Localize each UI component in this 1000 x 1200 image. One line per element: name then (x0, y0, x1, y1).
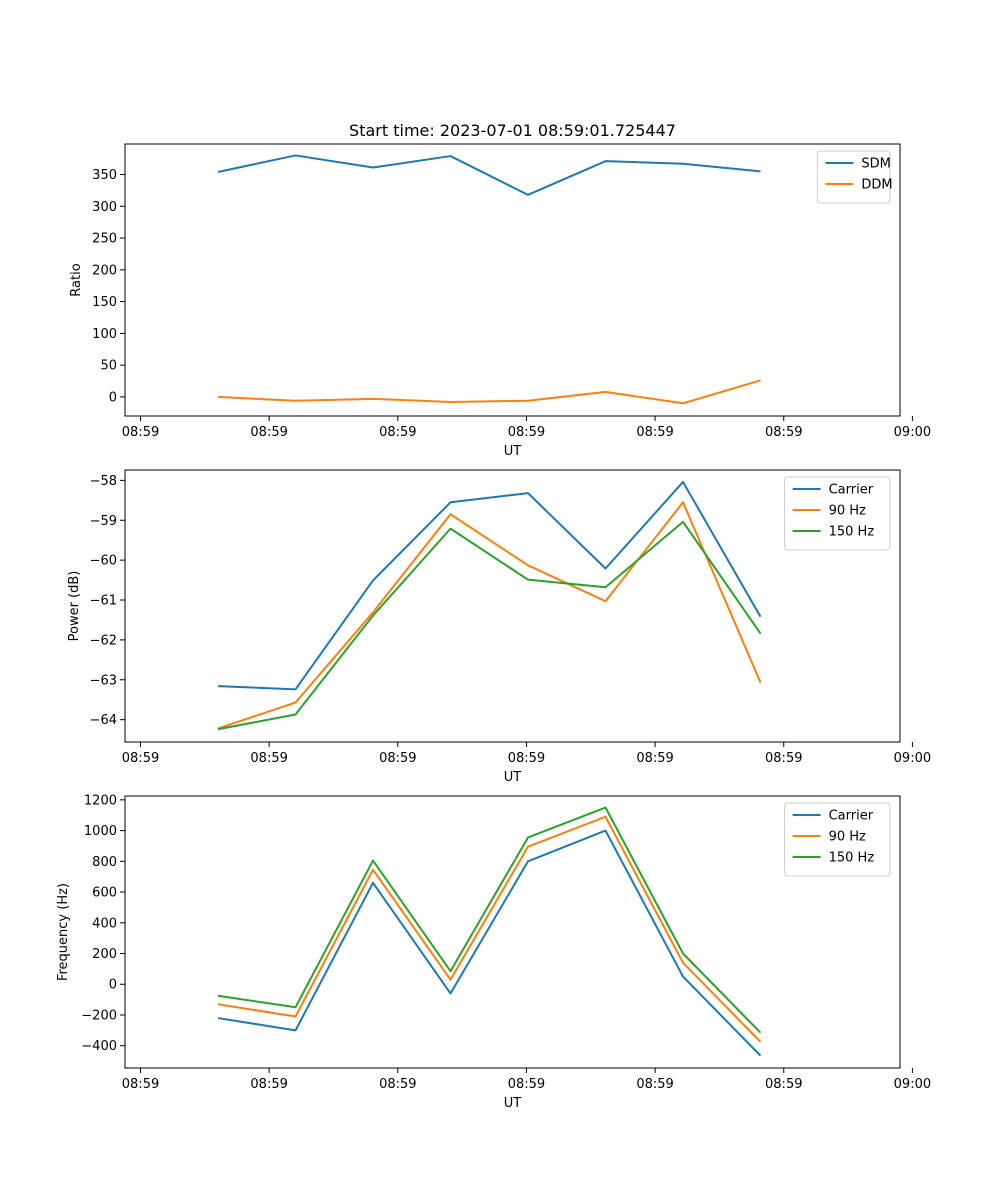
x-axis-label: UT (504, 770, 522, 785)
x-tick-label: 08:59 (250, 751, 287, 766)
series-line-sdm (217, 154, 761, 196)
x-tick-label: 08:59 (379, 1077, 416, 1092)
y-tick-label: 1200 (84, 793, 117, 808)
legend-label: 150 Hz (829, 851, 875, 866)
y-tick-label: 200 (92, 263, 117, 278)
x-tick-label: 08:59 (122, 751, 159, 766)
x-tick-label: 08:59 (379, 751, 416, 766)
axes-frame (124, 795, 901, 1069)
series-line-150-hz (217, 806, 762, 1034)
x-tick-label: 08:59 (508, 425, 545, 440)
y-tick-label: 250 (92, 232, 117, 247)
y-tick-label: 350 (92, 168, 117, 183)
legend: SDM DDM (816, 150, 893, 204)
panel-3: 08:59 08:59 08:59 08:59 08:59 08:59 09:00 −400 −… (56, 793, 931, 1111)
y-tick-label: −59 (90, 514, 117, 529)
series-line-90-hz (217, 815, 762, 1043)
y-tick-label: 50 (100, 359, 117, 374)
x-tick-label: 08:59 (122, 425, 159, 440)
x-tick-label: 08:59 (765, 751, 802, 766)
y-tick-label: −64 (90, 713, 117, 728)
axes-frame (124, 143, 901, 417)
axes-frame (124, 469, 901, 743)
x-tick-label: 08:59 (636, 751, 673, 766)
legend-label: Carrier (829, 809, 874, 824)
x-axis-label: UT (504, 444, 522, 459)
y-tick-label: 150 (92, 295, 117, 310)
x-tick-label: 08:59 (636, 1077, 673, 1092)
y-axis-label: Power (dB) (67, 571, 82, 642)
y-tick-label: 600 (92, 886, 117, 901)
series-line-carrier (217, 829, 762, 1057)
legend-label: DDM (861, 178, 892, 193)
x-tick-label: 08:59 (250, 425, 287, 440)
y-tick-label: 200 (92, 947, 117, 962)
figure-title: Start time: 2023-07-01 08:59:01.725447 (349, 121, 676, 140)
x-tick-label: 08:59 (122, 1077, 159, 1092)
legend-label: 150 Hz (829, 525, 875, 540)
legend-label: 90 Hz (829, 504, 866, 519)
panel-2: 08:59 08:59 08:59 08:59 08:59 08:59 09:00 −64 −6… (67, 469, 931, 785)
y-tick-label: −63 (90, 673, 117, 688)
legend: Carrier 90 Hz 150 Hz (784, 476, 891, 551)
panel-1: 08:59 08:59 08:59 08:59 08:59 08:59 09:00 0 50 10… (69, 143, 931, 459)
x-tick-label: 08:59 (379, 425, 416, 440)
legend-label: Carrier (829, 483, 874, 498)
series-line-ddm (217, 379, 761, 405)
y-tick-label: 0 (109, 390, 117, 405)
x-tick-label: 08:59 (508, 751, 545, 766)
y-tick-label: 1000 (84, 824, 117, 839)
y-tick-label: 0 (109, 978, 117, 993)
series-line-90-hz (217, 501, 762, 730)
series-line-150-hz (217, 520, 762, 731)
y-tick-label: −400 (81, 1039, 117, 1054)
legend: Carrier 90 Hz 150 Hz (784, 802, 891, 877)
y-tick-label: −62 (90, 633, 117, 648)
y-tick-label: −58 (90, 474, 117, 489)
y-tick-label: −60 (90, 554, 117, 569)
panels: 08:59 08:59 08:59 08:59 08:59 08:59 09:00 0 50 10… (56, 143, 931, 1111)
x-tick-label: 08:59 (508, 1077, 545, 1092)
legend-label: SDM (861, 157, 890, 172)
x-tick-label: 08:59 (636, 425, 673, 440)
y-tick-label: −61 (90, 594, 117, 609)
x-tick-label: 09:00 (894, 1077, 931, 1092)
x-tick-label: 09:00 (894, 425, 931, 440)
y-tick-label: 100 (92, 327, 117, 342)
x-tick-label: 08:59 (765, 425, 802, 440)
y-tick-label: 800 (92, 855, 117, 870)
x-tick-label: 09:00 (894, 751, 931, 766)
y-tick-label: −200 (81, 1008, 117, 1023)
x-tick-label: 08:59 (250, 1077, 287, 1092)
y-axis-label: Frequency (Hz) (56, 883, 71, 981)
series-line-carrier (217, 480, 762, 691)
y-tick-label: 400 (92, 916, 117, 931)
x-tick-label: 08:59 (765, 1077, 802, 1092)
legend-label: 90 Hz (829, 830, 866, 845)
y-axis-label: Ratio (69, 263, 84, 296)
x-axis-label: UT (504, 1096, 522, 1111)
y-tick-label: 300 (92, 200, 117, 215)
